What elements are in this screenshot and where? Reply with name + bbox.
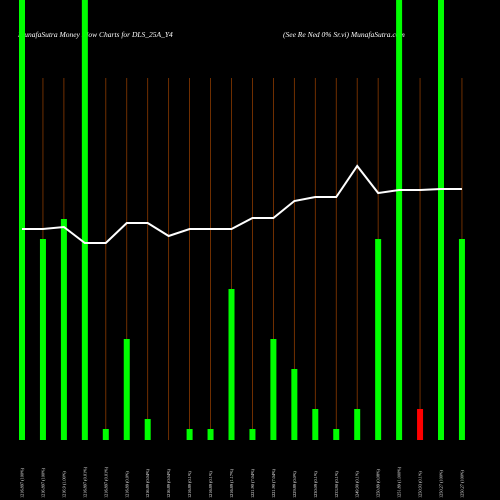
x-tick-label: 1216.9 (1.00%) [61, 471, 66, 498]
bar [312, 409, 319, 440]
x-tick-label: 1216.89 (1.17%) [229, 468, 234, 498]
flow-line [22, 164, 462, 244]
bar [354, 409, 361, 440]
x-tick-label: 1249.90 (0.1%) [355, 471, 360, 498]
x-tick-label: 1216.89 (0.0%) [124, 471, 129, 498]
x-tick-label: 1250.93 (0.1%) [418, 471, 423, 498]
bar [417, 409, 424, 440]
bar [270, 339, 277, 440]
x-tick-label: 1250.27 (100%) [459, 470, 464, 498]
bar [102, 429, 109, 440]
bar [375, 239, 382, 440]
x-tick-label: 1216.89 (0.1%) [187, 471, 192, 498]
x-tick-label: 1216.897 (0.01%) [103, 466, 108, 498]
bar [39, 239, 46, 440]
chart-title: MunafaSutra Money Flow Charts for DLS_25… [17, 30, 173, 39]
bar [19, 0, 25, 440]
bar [60, 219, 67, 440]
x-tick-label: 1229.89 (0.0%) [292, 471, 297, 498]
chart-subtitle: (See Re Ned 0% Sr.vi) MunafaSutra.com [283, 30, 405, 39]
x-tick-label: 1216.89 (0.04%) [145, 468, 150, 498]
bar [186, 429, 193, 440]
bar [207, 429, 214, 440]
x-tick-label: 1216.897 (100%) [20, 467, 25, 498]
bar [81, 0, 88, 440]
bar [291, 369, 298, 440]
x-tick-label: 1216.897 (100%) [40, 467, 45, 498]
bar [144, 419, 151, 440]
x-tick-label: 1230.09 (0.1%) [313, 471, 318, 498]
x-tick-label: 1216.89 (0.04%) [166, 468, 171, 498]
x-tick-label: 1216.897 (0.01%) [82, 466, 87, 498]
bar [438, 0, 444, 440]
bar [458, 239, 465, 440]
bar [228, 289, 235, 440]
bar [333, 429, 340, 440]
x-tick-label: 1233.90 (0.1%) [334, 471, 339, 498]
x-tick-label: 1251.89 (1.000%) [397, 466, 402, 498]
x-tick-label: 1250.89 (0.08%) [376, 468, 381, 498]
bar [249, 429, 256, 440]
x-tick-label: 1221.90 (7.04%) [250, 468, 255, 498]
x-tick-label: 1250.27 (100%) [439, 470, 444, 498]
bar [123, 339, 130, 440]
x-tick-label: 1221.90 (7.04%) [271, 468, 276, 498]
bar [396, 0, 403, 440]
x-tick-label: 1216.89 (0.1%) [208, 471, 213, 498]
